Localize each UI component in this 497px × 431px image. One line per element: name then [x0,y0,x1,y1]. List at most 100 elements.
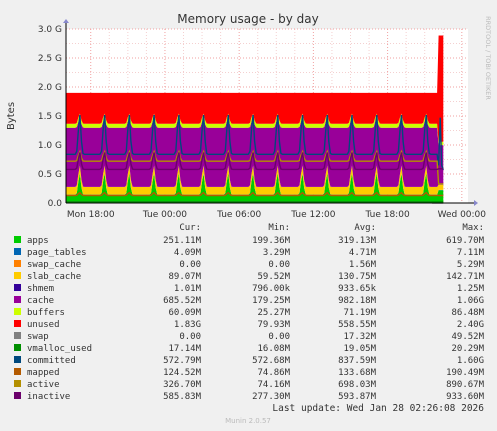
legend-value: 585.83M [163,392,202,402]
legend-header: Avg: [354,223,376,233]
legend-swatch [14,296,21,303]
y-axis-label: Bytes [6,102,17,130]
legend-header: Min: [268,223,290,233]
legend-label: mapped [27,368,60,378]
legend-value: 60.09M [168,308,201,318]
y-tick-label: 0.0 [48,199,63,209]
x-tick-label: Tue 12:00 [290,210,335,220]
legend-value: 558.55M [338,320,377,330]
legend-label: vmalloc_used [27,344,92,354]
legend-value: 59.52M [257,272,290,282]
legend-swatch [14,344,21,351]
x-tick-label: Tue 00:00 [142,210,187,220]
legend-swatch [14,248,21,255]
legend-value: 89.07M [168,272,201,282]
legend-value: 86.48M [451,308,484,318]
legend-label: unused [27,320,60,330]
x-tick-label: Tue 06:00 [216,210,261,220]
area-buffers [66,113,444,146]
legend-label: shmem [27,284,54,294]
legend-label: buffers [27,308,65,318]
area-unused [66,35,444,142]
legend-label: swap [27,332,49,342]
legend-value: 326.70M [163,380,202,390]
y-tick-label: 0.5 G [38,170,62,180]
legend-value: 17.32M [343,332,376,342]
rrdtool-watermark: RRDTOOL / TOBI OETIKER [484,16,492,100]
area-cache [66,117,444,187]
legend-value: 130.75M [338,272,377,282]
legend-value: 1.25M [457,284,485,294]
legend-value: 0.00 [179,332,201,342]
legend-value: 3.29M [263,248,291,258]
legend-value: 25.27M [257,308,290,318]
axes: 0.0 0.5 G 1.0 G 1.5 G 2.0 G 2.5 G 3.0 G Mon 18:… [38,19,486,220]
munin-version: Munin 2.0.57 [225,417,271,425]
line-committed [66,114,444,171]
legend-value: 20.29M [451,344,484,354]
legend-value: 17.14M [168,344,201,354]
x-tick-label: Mon 18:00 [67,210,115,220]
legend-value: 933.60M [446,392,485,402]
legend-value: 16.08M [257,344,290,354]
legend-value: 124.52M [163,368,202,378]
legend-value: 837.59M [338,356,377,366]
legend-value: 190.49M [446,368,485,378]
legend-value: 619.70M [446,236,485,246]
legend-value: 7.11M [457,248,485,258]
line-mapped [66,191,444,197]
legend-value: 2.40G [457,320,484,330]
legend-swatch [14,392,21,399]
legend-value: 319.13M [338,236,377,246]
legend-swatch [14,272,21,279]
legend-value: 4.71M [349,248,377,258]
y-tick-label: 1.0 G [38,141,62,151]
legend-value: 4.09M [174,248,202,258]
legend-value: 1.60G [457,356,484,366]
legend-value: 593.87M [338,392,377,402]
legend-value: 19.05M [343,344,376,354]
legend-value: 572.68M [252,356,291,366]
legend-header: Max: [462,223,484,233]
legend-value: 5.29M [457,260,485,270]
series-lines [66,114,444,204]
legend-swatch [14,356,21,363]
legend-swatch [14,308,21,315]
legend-value: 933.65k [338,284,377,294]
legend-value: 49.52M [451,332,484,342]
area-slab_cache [66,165,444,195]
legend-value: 277.30M [252,392,291,402]
legend-value: 0.00 [268,260,290,270]
legend-value: 0.00 [179,260,201,270]
legend-value: 251.11M [163,236,202,246]
legend-value: 1.01M [174,284,202,294]
legend-swatch [14,260,21,267]
legend-label: cache [27,296,54,306]
legend-swatch [14,380,21,387]
legend-value: 142.71M [446,272,485,282]
legend-value: 74.16M [257,380,290,390]
legend-value: 572.79M [163,356,202,366]
legend-swatch [14,368,21,375]
legend-label: inactive [27,392,70,402]
x-tick-label: Wed 00:00 [438,210,487,220]
y-tick-label: 1.5 G [38,112,62,122]
y-tick-label: 3.0 G [38,25,62,35]
legend-value: 685.52M [163,296,202,306]
chart-title: Memory usage - by day [177,12,318,26]
legend-value: 890.67M [446,380,485,390]
legend-swatch [14,284,21,291]
legend-value: 133.68M [338,368,377,378]
x-axis-arrow [474,200,478,206]
legend-value: 1.06G [457,296,484,306]
legend-value: 79.93M [257,320,290,330]
legend-value: 199.36M [252,236,291,246]
legend-value: 796.00k [252,284,291,294]
legend-value: 1.56M [349,260,377,270]
y-tick-label: 2.0 G [38,83,62,93]
last-update: Last update: Wed Jan 28 02:26:08 2026 [272,403,484,414]
y-tick-label: 2.5 G [38,54,62,64]
legend-label: committed [27,356,76,366]
legend-value: 982.18M [338,296,377,306]
